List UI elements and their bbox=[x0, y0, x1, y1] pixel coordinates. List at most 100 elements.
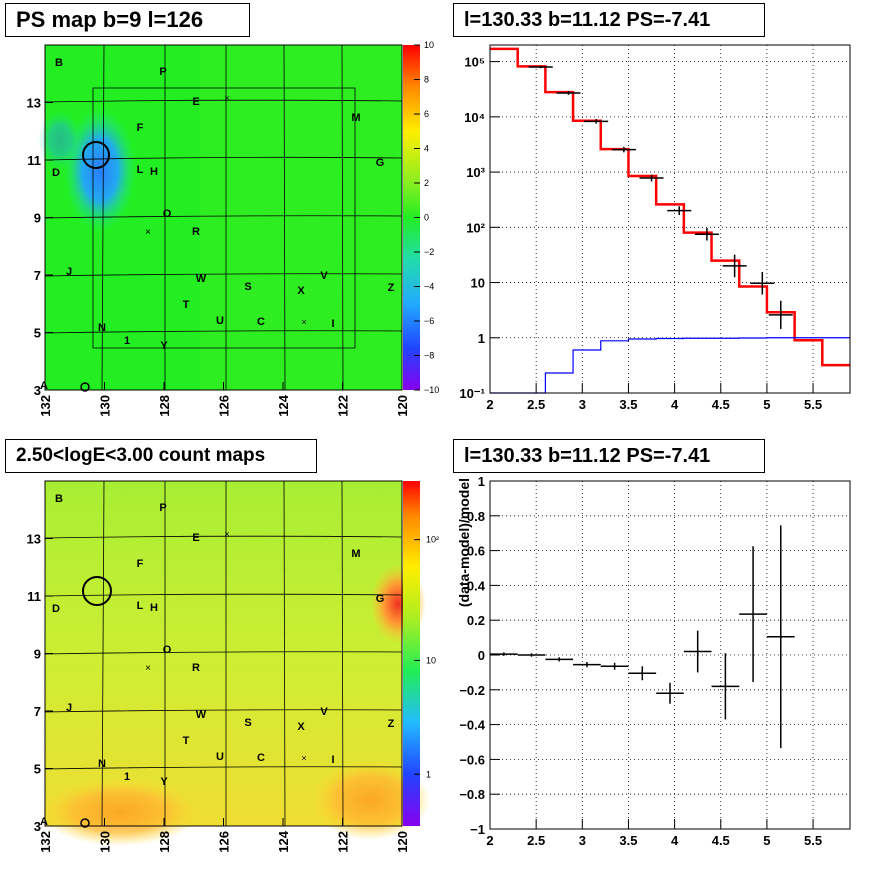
source-marker: × bbox=[301, 317, 306, 327]
source-label: D bbox=[52, 167, 60, 179]
y-tick-label: 3 bbox=[34, 819, 41, 834]
x-tick-label: 5.5 bbox=[804, 397, 822, 412]
source-label: J bbox=[66, 702, 72, 714]
source-label: W bbox=[196, 273, 207, 285]
residual-title: l=130.33 b=11.12 PS=-7.41 bbox=[453, 439, 765, 473]
source-label: V bbox=[320, 270, 328, 282]
source-label: D bbox=[52, 603, 60, 615]
y-tick-label: 0.6 bbox=[467, 544, 485, 559]
source-label: M bbox=[351, 112, 360, 124]
x-tick-label: 130 bbox=[98, 395, 113, 417]
source-label: Z bbox=[388, 282, 395, 294]
source-label: 1 bbox=[124, 335, 130, 347]
spectrum-frame bbox=[489, 44, 851, 394]
x-tick-label: 3.5 bbox=[619, 397, 637, 412]
x-tick-label: 2 bbox=[486, 833, 493, 848]
source-label: O bbox=[163, 644, 172, 656]
y-tick-label: −0.4 bbox=[459, 718, 485, 733]
residual-x-ticks: 2 2.5 3 3.5 4 4.5 5 5.5 bbox=[486, 819, 822, 848]
spectrum-panel: 2 2.5 3 3.5 4 4.5 5 5.5 10⁵ 10⁴ 10³ 10² 10 1 10⁻¹ bbox=[459, 44, 851, 412]
source-label: U bbox=[216, 751, 224, 763]
source-label: M bbox=[351, 548, 360, 560]
colorbar-tick-label: −6 bbox=[424, 316, 434, 326]
source-label: C bbox=[257, 316, 265, 328]
y-tick-label: 11 bbox=[27, 153, 41, 168]
x-tick-label: 126 bbox=[217, 831, 232, 853]
y-tick-label: 13 bbox=[27, 96, 41, 111]
source-marker: × bbox=[301, 753, 306, 763]
y-tick-label: 10⁴ bbox=[464, 110, 485, 125]
residual-y-axis-label: (data-model)/model bbox=[456, 478, 472, 607]
colorbar-tick-label: −8 bbox=[424, 351, 434, 361]
colorbar-tick-label: 10² bbox=[426, 535, 439, 545]
source-marker: × bbox=[224, 529, 229, 539]
spectrum-data-points bbox=[528, 65, 793, 329]
x-tick-label: 120 bbox=[395, 395, 410, 417]
colorbar-tick-label: 2 bbox=[424, 178, 429, 188]
source-label: P bbox=[159, 66, 166, 78]
source-label: J bbox=[66, 266, 72, 278]
y-tick-label: 9 bbox=[34, 647, 41, 662]
ps-map-negative-blob bbox=[64, 108, 136, 232]
x-tick-label: 126 bbox=[217, 395, 232, 417]
x-tick-label: 3 bbox=[579, 397, 586, 412]
source-marker: × bbox=[145, 663, 151, 674]
spectrum-model-line bbox=[490, 47, 850, 367]
x-tick-label: 5 bbox=[763, 833, 770, 848]
colorbar-tick-label: −10 bbox=[424, 385, 439, 395]
colorbar-tick-label: 8 bbox=[424, 75, 429, 85]
source-label: S bbox=[244, 281, 251, 293]
x-tick-label: 5.5 bbox=[804, 833, 822, 848]
source-label: L bbox=[137, 164, 144, 176]
x-tick-label: 2 bbox=[486, 397, 493, 412]
x-tick-label: 4.5 bbox=[712, 833, 730, 848]
source-label: B bbox=[55, 493, 63, 505]
source-label: I bbox=[331, 754, 334, 766]
source-label: I bbox=[331, 318, 334, 330]
source-marker: × bbox=[145, 227, 151, 238]
y-tick-label: 0.2 bbox=[467, 613, 485, 628]
y-tick-label: 1 bbox=[478, 474, 485, 489]
count-map-colorbar bbox=[403, 481, 420, 826]
spectrum-y-ticks: 10⁵ 10⁴ 10³ 10² 10 1 10⁻¹ bbox=[459, 55, 500, 401]
residual-data-points bbox=[490, 525, 795, 749]
y-tick-label: 0.4 bbox=[467, 578, 486, 593]
y-tick-label: 10⁻¹ bbox=[459, 386, 485, 401]
source-label: R bbox=[192, 662, 200, 674]
ps-map-colorbar-ticks: 10 8 6 4 2 0 −2 −4 −6 −8 −10 bbox=[414, 40, 439, 395]
ps-map-source-labels: B P E M F G D L H O R J W S X V Z T U C I N 1 Y A × × × bbox=[40, 57, 395, 392]
count-map-y-ticks: 13 11 9 7 5 3 bbox=[27, 532, 53, 834]
x-tick-label: 122 bbox=[336, 831, 351, 853]
source-label: N bbox=[98, 322, 106, 334]
colorbar-tick-label: −2 bbox=[424, 247, 434, 257]
source-label: N bbox=[98, 758, 106, 770]
source-label: T bbox=[183, 735, 190, 747]
x-tick-label: 128 bbox=[157, 395, 172, 417]
source-label: Y bbox=[160, 340, 168, 352]
source-marker bbox=[80, 818, 90, 828]
y-tick-label: −0.6 bbox=[459, 752, 485, 767]
ps-map-source-circle bbox=[82, 141, 110, 169]
ps-map-coordinate-grid bbox=[44, 44, 403, 391]
source-label: E bbox=[192, 532, 199, 544]
y-tick-label: 10³ bbox=[466, 165, 485, 180]
source-label: X bbox=[297, 721, 305, 733]
x-tick-label: 122 bbox=[336, 395, 351, 417]
x-tick-label: 2.5 bbox=[527, 833, 545, 848]
colorbar-tick-label: 4 bbox=[424, 144, 429, 154]
source-label: A bbox=[40, 380, 48, 392]
x-tick-label: 128 bbox=[157, 831, 172, 853]
ps-map-shade bbox=[200, 45, 402, 390]
source-label: T bbox=[183, 299, 190, 311]
spectrum-background-line bbox=[490, 337, 850, 394]
count-map-bright-region-2 bbox=[310, 760, 430, 840]
source-marker: × bbox=[224, 93, 229, 103]
y-tick-label: 0 bbox=[478, 648, 485, 663]
source-label: W bbox=[196, 709, 207, 721]
colorbar-tick-label: 10 bbox=[426, 655, 436, 665]
colorbar-tick-label: 10 bbox=[424, 40, 434, 50]
source-label: O bbox=[163, 208, 172, 220]
ps-map-y-ticks: 13 11 9 7 5 3 bbox=[27, 96, 53, 398]
colorbar-tick-label: −4 bbox=[424, 282, 434, 292]
